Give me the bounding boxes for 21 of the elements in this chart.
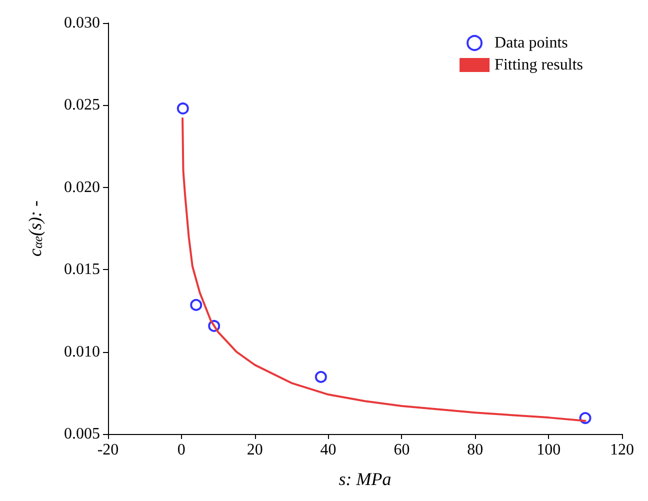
point	[314, 370, 327, 383]
x-tick-label: -20	[97, 442, 119, 458]
x-tick-label: 100	[536, 442, 561, 458]
y-tick-label: 0.015	[64, 261, 100, 278]
x-axis-title: s: MPa	[338, 469, 392, 489]
legend-label: Fitting results	[494, 56, 583, 74]
x-tick-label: 40	[320, 442, 336, 458]
x-tick-label: 80	[467, 442, 484, 458]
x-tick-label: 20	[246, 442, 263, 458]
y-axis-title: cαe(s): -	[25, 200, 45, 257]
x-tick-label: 60	[394, 442, 410, 458]
x-tick-label: 0	[177, 442, 186, 458]
y-tick-label: 0.010	[64, 343, 100, 360]
y-tick-label: 0.030	[64, 14, 100, 32]
y-tick-label: 0.025	[64, 96, 100, 114]
y-tick-label: 0.020	[64, 178, 100, 196]
point	[190, 298, 202, 311]
legend-label: Data points	[494, 34, 568, 52]
x-tick-label: 120	[610, 442, 634, 458]
point	[176, 102, 189, 114]
y-tick-label: 0.005	[64, 426, 100, 442]
